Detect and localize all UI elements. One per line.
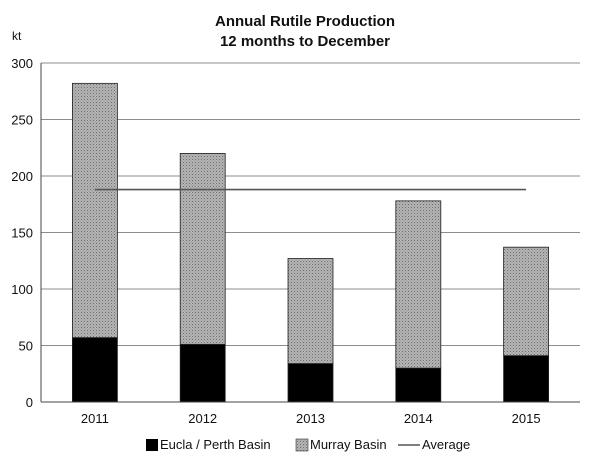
bar-murray-2014 [395,200,442,369]
gridlines [41,62,580,346]
x-tick-label: 2015 [512,411,541,426]
x-tick-label: 2011 [81,411,109,426]
y-tick-label: 200 [11,169,33,184]
legend-swatch-murray [295,438,309,452]
y-tick-label: 0 [26,395,33,410]
x-tick-label: 2014 [404,411,433,426]
bar-eucla-perth-2011 [72,337,118,403]
chart-title-line2: 12 months to December [220,33,390,50]
bar-eucla-perth-2012 [179,343,226,403]
chart-title-line1: Annual Rutile Production [215,13,395,30]
x-tick-label: 2012 [188,411,217,426]
legend-label-eucla-perth: Eucla / Perth Basin [160,437,271,452]
legend-label-average: Average [422,437,470,452]
y-tick-label: 250 [11,113,33,128]
bar-murray-2013 [287,258,334,364]
x-tick-label: 2013 [296,411,325,426]
y-axis-unit-label: kt [12,29,22,43]
bar-eucla-perth-2015 [503,355,550,403]
bars [72,82,550,403]
y-tick-label: 100 [11,282,33,297]
y-tick-label: 300 [11,56,33,71]
bar-eucla-perth-2013 [287,363,334,403]
bar-eucla-perth-2014 [395,367,442,403]
legend: Eucla / Perth Basin Murray Basin Average [146,437,470,452]
bar-murray-2012 [179,152,226,345]
legend-label-murray: Murray Basin [310,437,387,452]
y-tick-label: 50 [19,339,33,354]
axes: 0 50 100 150 200 250 300 2011 2012 2013 2014 2015 [11,56,580,426]
bar-murray-2015 [503,246,550,357]
legend-swatch-eucla-perth [146,439,158,451]
bar-murray-2011 [72,82,118,338]
y-tick-label: 150 [11,226,33,241]
